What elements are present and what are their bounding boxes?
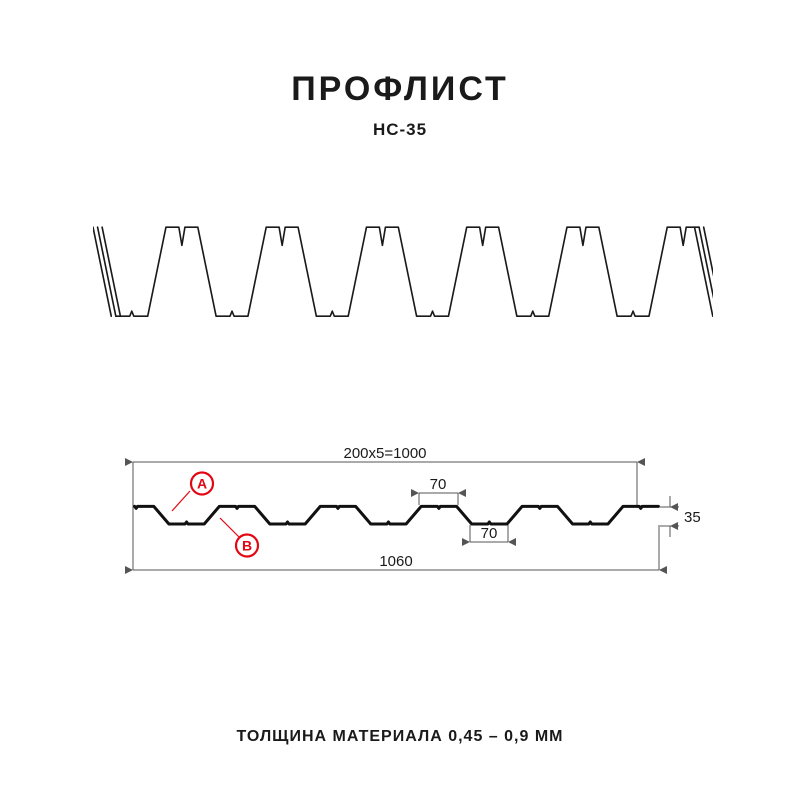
svg-text:35: 35	[684, 509, 701, 526]
